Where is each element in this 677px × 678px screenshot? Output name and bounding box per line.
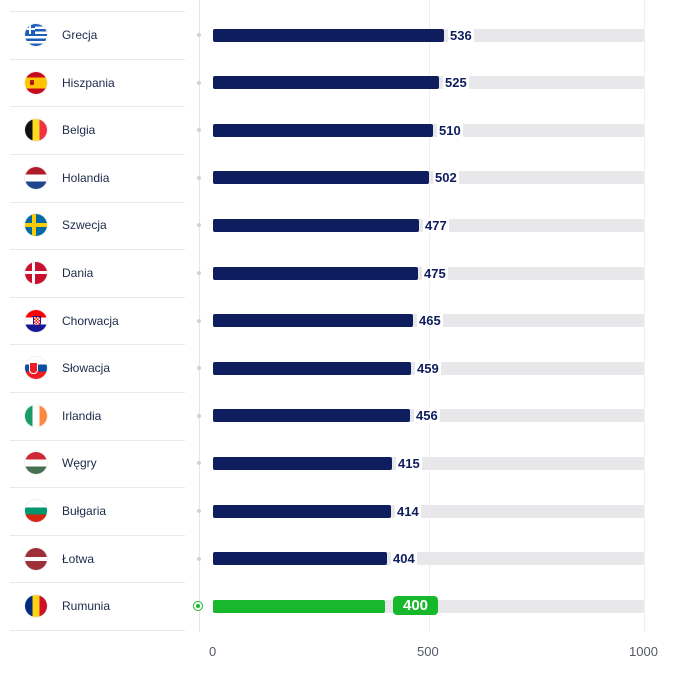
row-separator <box>10 487 185 488</box>
row-separator <box>10 535 185 536</box>
value-label: 459 <box>415 361 441 376</box>
x-tick-label: 500 <box>417 644 439 659</box>
category-label: Hiszpania <box>62 76 115 90</box>
axis-dot <box>197 128 201 132</box>
value-label: 525 <box>443 75 469 90</box>
slovakia-flag-icon <box>25 357 47 379</box>
x-tick-label: 1000 <box>629 644 658 659</box>
croatia-flag-icon <box>25 310 47 332</box>
category-label: Chorwacja <box>62 314 119 328</box>
bar <box>213 457 392 470</box>
value-label: 502 <box>433 170 459 185</box>
bar <box>213 409 410 422</box>
axis-dot <box>197 557 201 561</box>
category-label: Bułgaria <box>62 504 107 518</box>
axis-dot <box>197 319 201 323</box>
value-label: 465 <box>417 313 443 328</box>
axis-dot <box>197 366 201 370</box>
belgium-flag-icon <box>25 119 47 141</box>
row-separator <box>10 297 185 298</box>
axis-dot <box>197 461 201 465</box>
value-label: 414 <box>395 504 421 519</box>
value-label: 456 <box>414 408 440 423</box>
bar <box>213 362 411 375</box>
axis-line <box>199 0 200 632</box>
category-label: Szwecja <box>62 218 107 232</box>
bulgaria-flag-icon <box>25 500 47 522</box>
bar <box>213 29 444 42</box>
row-separator <box>10 59 185 60</box>
sweden-flag-icon <box>25 214 47 236</box>
category-label: Dania <box>62 266 94 280</box>
bar <box>213 600 385 613</box>
denmark-flag-icon <box>25 262 47 284</box>
row-separator <box>10 106 185 107</box>
axis-dot <box>197 33 201 37</box>
row-separator <box>10 344 185 345</box>
bar <box>213 314 413 327</box>
bar <box>213 219 419 232</box>
category-label: Łotwa <box>62 552 95 566</box>
ireland-flag-icon <box>25 405 47 427</box>
category-label: Słowacja <box>62 361 111 375</box>
bar <box>213 171 429 184</box>
row-separator <box>10 249 185 250</box>
axis-dot <box>197 176 201 180</box>
row-separator <box>10 582 185 583</box>
value-label: 477 <box>423 218 449 233</box>
axis-dot <box>197 414 201 418</box>
value-label: 536 <box>448 28 474 43</box>
greece-flag-icon <box>25 24 47 46</box>
value-label: 475 <box>422 266 448 281</box>
gridline-1000 <box>644 0 645 632</box>
row-separator <box>10 202 185 203</box>
x-tick-label: 0 <box>209 644 217 659</box>
axis-dot <box>197 81 201 85</box>
category-label: Irlandia <box>62 409 102 423</box>
axis-dot <box>197 271 201 275</box>
highlight-marker-icon <box>193 601 203 611</box>
category-label: Węgry <box>62 456 97 470</box>
axis-dot <box>197 509 201 513</box>
category-label: Belgia <box>62 123 96 137</box>
value-label: 400 <box>393 596 439 615</box>
bar <box>213 505 391 518</box>
romania-flag-icon <box>25 595 47 617</box>
row-separator <box>10 392 185 393</box>
value-label: 404 <box>391 551 417 566</box>
row-separator <box>10 630 185 631</box>
row-separator <box>10 440 185 441</box>
hungary-flag-icon <box>25 452 47 474</box>
row-separator <box>10 154 185 155</box>
bar <box>213 76 439 89</box>
latvia-flag-icon <box>25 548 47 570</box>
bar <box>213 552 387 565</box>
value-label: 415 <box>396 456 422 471</box>
category-label: Holandia <box>62 171 110 185</box>
value-label: 510 <box>437 123 463 138</box>
spain-flag-icon <box>25 72 47 94</box>
bar <box>213 267 418 280</box>
row-separator <box>10 11 185 12</box>
netherlands-flag-icon <box>25 167 47 189</box>
bar <box>213 124 433 137</box>
axis-dot <box>197 223 201 227</box>
category-label: Grecja <box>62 28 98 42</box>
category-label: Rumunia <box>62 599 111 613</box>
